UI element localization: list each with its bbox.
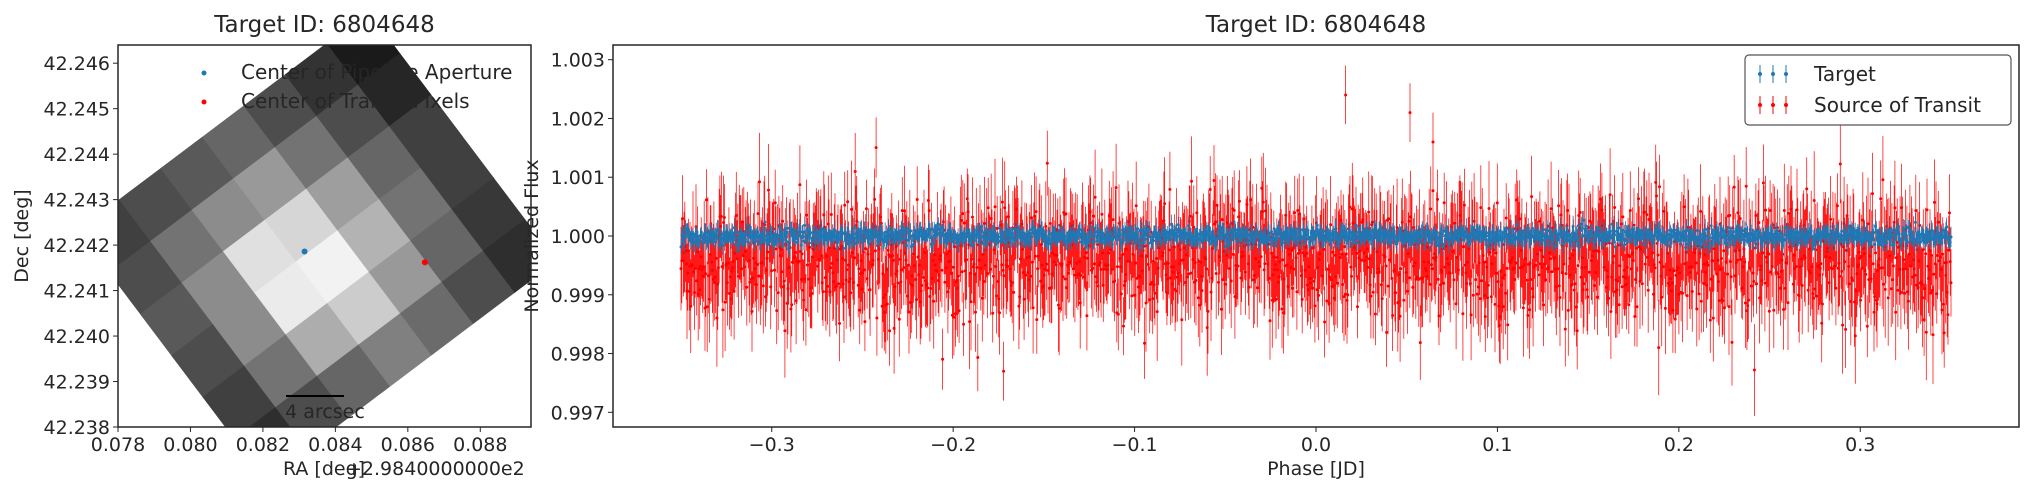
legend-dot [1771,72,1775,76]
right-y-ticks: 0.997 0.998 0.999 1.000 1.001 1.002 1.003 [551,50,613,424]
target-points [679,218,1953,251]
legend-dot [1784,103,1788,107]
right-title: Target ID: 6804648 [1205,12,1426,38]
right-legend: Target Source of Transit [1744,54,2012,126]
scalebar: 4 arcsec [285,395,365,423]
y-tick-label: 1.002 [551,108,605,130]
y-tick-label: 42.242 [44,235,110,257]
y-tick-label: 0.998 [551,344,605,366]
y-tick-label: 42.243 [44,190,110,212]
left-panel: Target ID: 6804648 4 arcsec 0.078 0.080 0.… [11,12,532,480]
y-tick-label: 42.240 [44,326,110,348]
y-tick-label: 1.000 [551,226,605,248]
left-title: Target ID: 6804648 [213,12,434,38]
aperture-center-point [301,248,308,255]
y-tick-label: 42.245 [44,99,110,121]
y-tick-label: 0.999 [551,285,605,307]
image-pixel [249,406,292,427]
legend-dot [1784,72,1788,76]
legend-marker-source [1758,96,1788,114]
light-curve [679,65,1953,416]
legend-dot [1771,103,1775,107]
legend-marker-transit [201,99,207,105]
x-tick-label: 0.084 [308,434,362,456]
x-tick-label: 0.086 [381,434,435,456]
pixel-grid [118,45,531,427]
transit-center-point [421,259,428,266]
left-x-offset: +2.9840000000e2 [346,458,525,480]
x-tick-label: 0.2 [1664,434,1694,456]
left-ylabel: Dec [deg] [11,189,33,282]
legend-label-transit: Center of Transit Pixels [241,89,470,113]
left-points [301,248,428,266]
y-tick-label: 42.241 [44,281,110,303]
left-x-ticks: 0.078 0.080 0.082 0.084 0.086 0.088 [91,427,507,456]
right-x-ticks: −0.3 −0.2 −0.1 0.0 0.1 0.2 0.3 [749,427,1875,456]
y-tick-label: 42.244 [44,144,110,166]
source-points [679,93,1953,373]
y-tick-label: 42.239 [44,372,110,394]
left-axes-frame [117,44,532,428]
legend-label-source: Source of Transit [1814,93,1981,117]
right-legend-box [1744,54,2012,126]
legend-dot [1758,103,1762,107]
x-tick-label: 0.078 [91,434,145,456]
y-tick-label: 42.238 [44,417,110,439]
x-tick-label: 0.088 [453,434,507,456]
right-xlabel: Phase [JD] [1267,458,1365,480]
legend-label-target: Target [1813,62,1876,86]
legend-marker-target [1758,65,1788,83]
legend-dot [1758,72,1762,76]
left-xlabel: RA [deg] [283,458,365,480]
x-tick-label: 0.3 [1845,434,1875,456]
right-panel: Target ID: 6804648 −0.3 −0.2 −0.1 0.0 0.1 0.2… [521,12,2020,480]
x-tick-label: 0.1 [1482,434,1512,456]
image-pixel [482,219,531,293]
right-ylabel: Normalized Flux [521,159,543,312]
series-source-of-transit [679,65,1953,416]
left-legend: Center of Pipeline Aperture Center of Tr… [201,60,512,113]
x-tick-label: −0.3 [749,434,795,456]
x-tick-label: −0.1 [1112,434,1158,456]
y-tick-label: 1.001 [551,167,605,189]
y-tick-label: 42.246 [44,53,110,75]
scalebar-label: 4 arcsec [285,401,365,423]
x-tick-label: 0.080 [163,434,217,456]
legend-label-pipeline: Center of Pipeline Aperture [241,60,512,84]
x-tick-label: −0.2 [930,434,976,456]
series-target [679,210,1953,258]
left-y-ticks: 42.238 42.239 42.240 42.241 42.242 42.243 42.2… [44,53,118,439]
y-tick-label: 0.997 [551,402,605,424]
x-tick-label: 0.0 [1301,434,1331,456]
x-tick-label: 0.082 [236,434,290,456]
legend-marker-pipeline [201,70,207,76]
y-tick-label: 1.003 [551,50,605,72]
